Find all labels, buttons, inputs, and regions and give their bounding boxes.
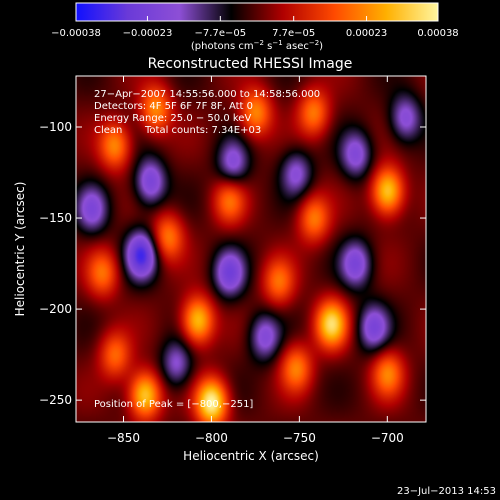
y-tick-label: −150 xyxy=(39,211,72,225)
colorbar-tick-label: −0.00023 xyxy=(123,28,173,39)
annotation-time-range: 27−Apr−2007 14:55:56.000 to 14:58:56.000 xyxy=(94,89,320,100)
colorbar-tick-label: −7.7e−05 xyxy=(195,28,247,39)
colorbar-tick-labels: −0.00038 −0.00023 −7.7e−05 7.7e−05 0.00023 0.… xyxy=(51,28,459,39)
colorbar-tick-label: 0.00038 xyxy=(417,28,458,39)
colorbar xyxy=(75,2,439,22)
y-tick-label: −100 xyxy=(39,120,72,134)
x-tick-label: −850 xyxy=(107,431,140,445)
colorbar-tick-label: 0.00023 xyxy=(346,28,387,39)
y-axis-label: Heliocentric Y (arcsec) xyxy=(13,182,27,317)
chart-title: Reconstructed RHESSI Image xyxy=(148,56,353,72)
annotation-peak-position: Position of Peak = [−800,−251] xyxy=(94,399,253,410)
y-tick-label: −200 xyxy=(39,302,72,316)
annotation-detectors: Detectors: 4F 5F 6F 7F 8F, Att 0 xyxy=(94,101,253,112)
y-tick-label: −250 xyxy=(39,393,72,407)
x-tick-label: −750 xyxy=(283,431,316,445)
colorbar-tick-label: 7.7e−05 xyxy=(272,28,315,39)
x-tick-label: −700 xyxy=(371,431,404,445)
annotation-total-counts: Total counts: 7.34E+03 xyxy=(144,125,261,136)
annotation-method: Clean xyxy=(94,125,122,136)
colorbar-tick-label: −0.00038 xyxy=(51,28,101,39)
colorbar-ticks xyxy=(75,16,439,21)
x-axis-ticks: −850 −800 −750 −700 xyxy=(107,76,404,445)
colorbar-units: (photons cm−2 s−1 asec−2) xyxy=(191,39,323,52)
y-axis-ticks: −100 −150 −200 −250 xyxy=(39,120,426,407)
plot-frame xyxy=(75,75,427,423)
heatmap-image xyxy=(76,76,426,422)
footer-timestamp: 23−Jul−2013 14:53 xyxy=(397,486,496,497)
x-tick-label: −800 xyxy=(195,431,228,445)
annotation-energy-range: Energy Range: 25.0 − 50.0 keV xyxy=(94,113,251,124)
x-axis-label: Heliocentric X (arcsec) xyxy=(183,449,319,463)
